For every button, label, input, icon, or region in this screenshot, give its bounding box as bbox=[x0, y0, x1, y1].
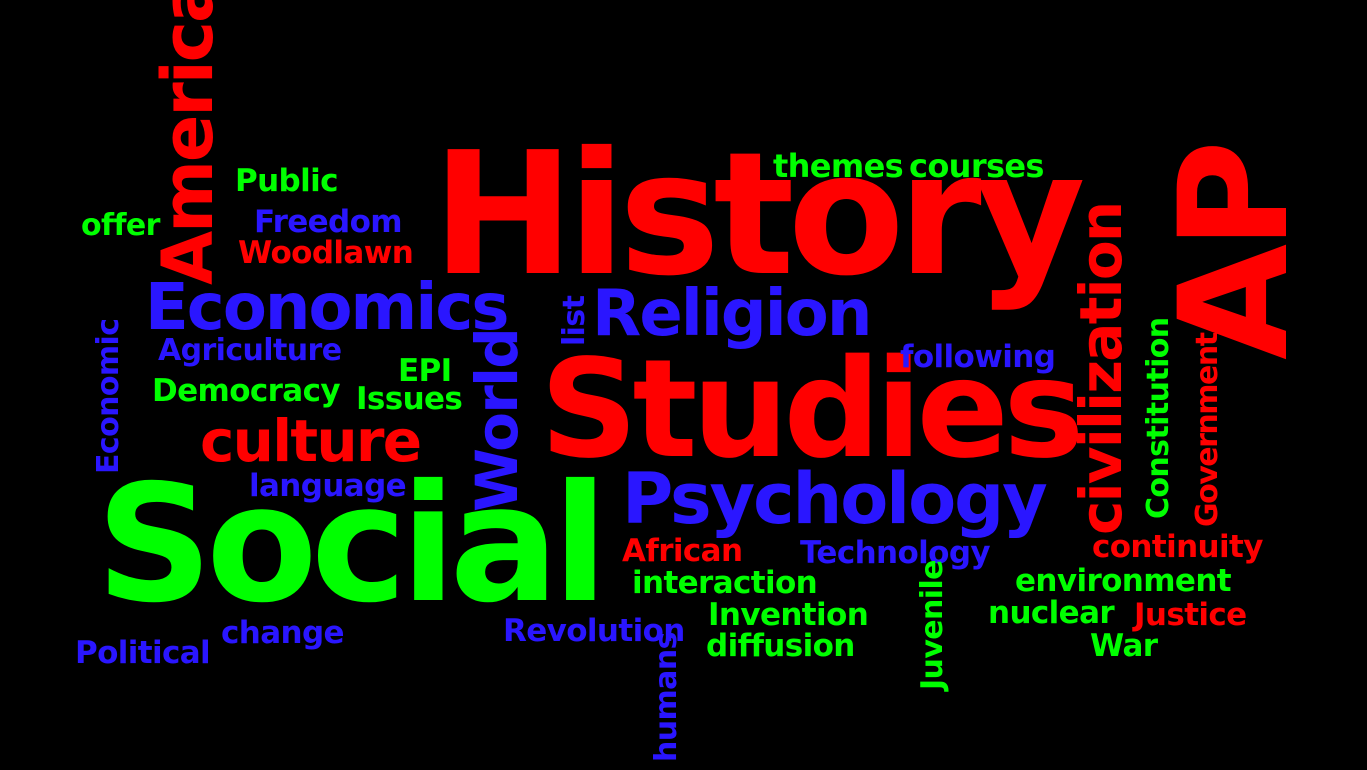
word-public: Public bbox=[235, 163, 339, 199]
word-invention: Invention bbox=[708, 597, 869, 633]
word-revolution: Revolution bbox=[503, 613, 685, 649]
word-environment: environment bbox=[1015, 563, 1232, 599]
word-culture: culture bbox=[200, 407, 422, 475]
word-language: language bbox=[249, 468, 407, 504]
word-war: War bbox=[1090, 628, 1158, 664]
word-constitution: Constitution bbox=[1141, 317, 1176, 519]
word-african: African bbox=[622, 533, 743, 569]
word-issues: Issues bbox=[356, 381, 463, 417]
word-freedom: Freedom bbox=[254, 204, 403, 240]
word-courses: courses bbox=[909, 147, 1044, 185]
word-themes: themes bbox=[773, 147, 904, 185]
word-world: World bbox=[463, 328, 531, 512]
word-justice: Justice bbox=[1134, 597, 1247, 633]
word-nuclear: nuclear bbox=[988, 595, 1115, 631]
word-psychology: Psychology bbox=[622, 458, 1048, 540]
word-interaction: interaction bbox=[632, 565, 818, 601]
word-american: American bbox=[147, 0, 229, 285]
word-diffusion: diffusion bbox=[706, 628, 855, 664]
word-democracy: Democracy bbox=[152, 373, 341, 409]
word-history: History bbox=[432, 116, 1086, 314]
word-epi: EPI bbox=[398, 353, 452, 389]
word-religion: Religion bbox=[592, 277, 872, 351]
word-humans: humans bbox=[649, 632, 684, 762]
word-offer: offer bbox=[81, 208, 160, 243]
word-list: list bbox=[557, 295, 592, 346]
word-economic: Economic bbox=[91, 318, 126, 474]
word-studies: Studies bbox=[540, 331, 1084, 489]
word-government: Government bbox=[1190, 333, 1225, 527]
word-juvenile: Juvenile bbox=[915, 560, 950, 690]
word-continuity: continuity bbox=[1092, 529, 1263, 565]
word-social: Social bbox=[96, 451, 608, 639]
word-technology: Technology bbox=[800, 535, 991, 571]
word-political: Political bbox=[75, 635, 211, 671]
word-following: following bbox=[900, 339, 1056, 375]
word-ap: AP bbox=[1148, 145, 1322, 360]
word-woodlawn: Woodlawn bbox=[238, 235, 414, 271]
word-economics: Economics bbox=[145, 271, 509, 345]
word-civilization: civilization bbox=[1067, 202, 1135, 535]
word-agriculture: Agriculture bbox=[158, 333, 342, 368]
word-change: change bbox=[221, 615, 345, 651]
